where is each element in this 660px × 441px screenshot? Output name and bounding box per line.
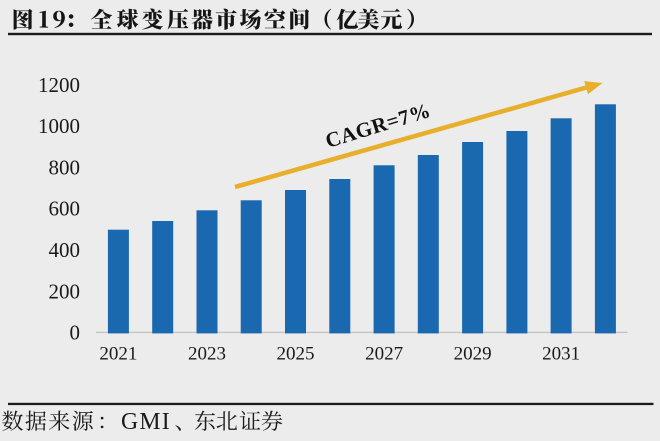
svg-text:2021: 2021 (99, 344, 137, 365)
svg-text:1200: 1200 (38, 73, 80, 97)
svg-text:GMI: GMI (121, 409, 171, 435)
svg-text:800: 800 (49, 155, 81, 179)
svg-text:600: 600 (49, 197, 81, 221)
svg-text:1000: 1000 (38, 114, 80, 138)
svg-text:0: 0 (70, 321, 81, 345)
svg-text:400: 400 (49, 238, 81, 262)
svg-text:2031: 2031 (542, 344, 580, 365)
svg-text:2029: 2029 (454, 344, 492, 365)
svg-text:2027: 2027 (365, 344, 403, 365)
svg-text:200: 200 (49, 279, 81, 303)
svg-text:2023: 2023 (188, 344, 226, 365)
svg-text:2025: 2025 (277, 344, 315, 365)
